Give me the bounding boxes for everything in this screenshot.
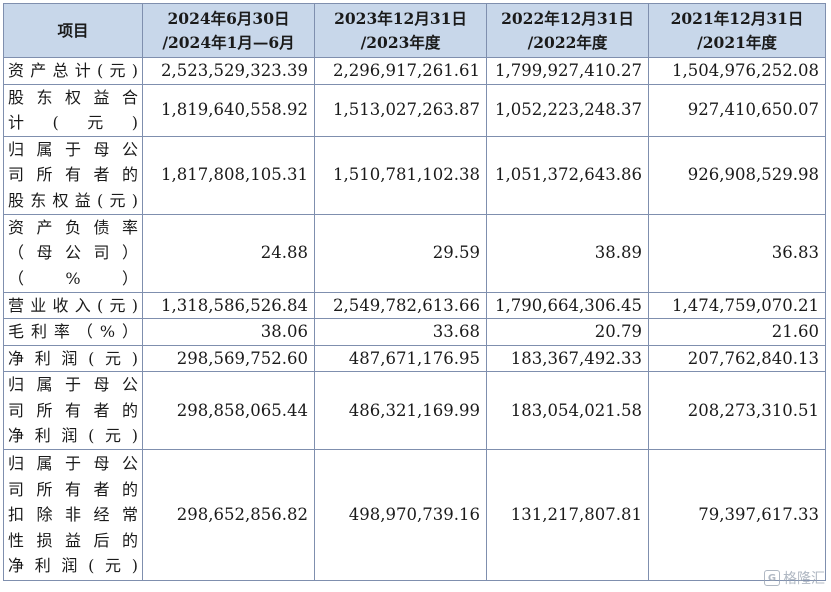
value-cell: 1,510,781,102.38 (314, 135, 487, 215)
header-column-line1: 2022年12月31日 (501, 8, 634, 28)
financial-data-table: 项目 2024年6月30日 /2024年1月—6月 2023年12月31日 /2… (3, 3, 826, 581)
value-cell: 2,296,917,261.61 (314, 57, 487, 85)
row-label-line: 司所有者的 (8, 400, 138, 420)
table-row: 归属于母公司所有者的股东权益(元) 1,817,808,105.31 1,510,7… (3, 135, 826, 215)
watermark: G 格隆汇 (764, 568, 825, 588)
value-cell: 79,397,617.33 (648, 449, 826, 581)
row-label-line: 净利润(元) (8, 426, 138, 446)
value-cell: 1,799,927,410.27 (486, 57, 649, 85)
row-label: 净利润(元) (3, 344, 143, 372)
value-cell: 2,549,782,613.66 (314, 291, 487, 319)
row-label-line: 司所有者的 (8, 479, 138, 499)
value-cell: 926,908,529.98 (648, 135, 826, 215)
value-cell: 208,273,310.51 (648, 371, 826, 450)
row-label: 归属于母公司所有者的净利润(元) (3, 371, 143, 450)
value-cell: 2,523,529,323.39 (142, 57, 315, 85)
row-label-line: 归属于母公 (8, 375, 138, 395)
value-cell: 29.59 (314, 213, 487, 293)
value-cell: 298,652,856.82 (142, 449, 315, 581)
value-cell: 1,790,664,306.45 (486, 291, 649, 319)
row-label-line: 资产总计(元) (8, 61, 138, 80)
row-label-line: 净利润(元) (8, 556, 138, 576)
table-row: 资产总计(元) 2,523,529,323.39 2,296,917,261.61 1… (3, 57, 826, 85)
row-label-line: 营业收入(元) (8, 295, 138, 315)
row-label: 股东权益合计(元) (3, 83, 143, 137)
value-cell: 207,762,840.13 (648, 344, 826, 372)
value-cell: 1,819,640,558.92 (142, 83, 315, 137)
row-label-line: 毛利率（%） (8, 322, 138, 341)
value-cell: 1,817,808,105.31 (142, 135, 315, 215)
row-label-line: 司所有者的 (8, 165, 138, 185)
value-cell: 1,474,759,070.21 (648, 291, 826, 319)
row-label-line: 股东权益(元) (8, 190, 138, 210)
row-label: 资产负债率 （母公司） （%） (3, 213, 143, 293)
row-label-line: 股东权益合 (8, 87, 138, 107)
value-cell: 1,504,976,252.08 (648, 57, 826, 85)
header-column-line2: /2023年度 (360, 32, 441, 52)
value-cell: 1,052,223,248.37 (486, 83, 649, 137)
row-label-line: 资产负债率 (8, 217, 138, 237)
header-column-line2: /2021年度 (697, 32, 777, 52)
table-header-row: 项目 2024年6月30日 /2024年1月—6月 2023年12月31日 /2… (3, 3, 826, 58)
table-row: 毛利率（%） 38.06 33.68 20.79 21.60 (3, 318, 826, 346)
row-label-line: 归属于母公 (8, 139, 138, 159)
value-cell: 298,569,752.60 (142, 344, 315, 372)
header-column-line2: /2024年1月—6月 (162, 32, 295, 52)
row-label-line: （%） (8, 268, 138, 288)
header-item: 项目 (3, 3, 143, 58)
watermark-text: 格隆汇 (783, 571, 825, 587)
value-cell: 1,051,372,643.86 (486, 135, 649, 215)
header-column-2024h1: 2024年6月30日 /2024年1月—6月 (142, 3, 315, 58)
value-cell: 33.68 (314, 318, 487, 346)
row-label-line: （母公司） (8, 243, 138, 263)
header-column-2021: 2021年12月31日 /2021年度 (648, 3, 826, 58)
table-row: 归属于母公司所有者的净利润(元) 298,858,065.44 486,321,16… (3, 371, 826, 450)
value-cell: 486,321,169.99 (314, 371, 487, 450)
header-column-line1: 2023年12月31日 (334, 8, 467, 28)
value-cell: 1,318,586,526.84 (142, 291, 315, 319)
row-label-line: 归属于母公 (8, 454, 138, 474)
table-row: 资产负债率 （母公司） （%） 24.88 29.59 38.89 36.83 (3, 213, 826, 293)
header-column-line2: /2022年度 (527, 32, 608, 52)
value-cell: 1,513,027,263.87 (314, 83, 487, 137)
value-cell: 487,671,176.95 (314, 344, 487, 372)
row-label: 毛利率（%） (3, 318, 143, 346)
table-row: 股东权益合计(元) 1,819,640,558.92 1,513,027,263.8… (3, 83, 826, 137)
value-cell: 183,367,492.33 (486, 344, 649, 372)
value-cell: 20.79 (486, 318, 649, 346)
row-label-line: 净利润(元) (8, 348, 138, 368)
row-label-line: 性损益后的 (8, 530, 138, 550)
value-cell: 131,217,807.81 (486, 449, 649, 581)
header-column-2023: 2023年12月31日 /2023年度 (314, 3, 487, 58)
gelonghui-logo-icon: G (764, 570, 780, 586)
financial-table-container: 项目 2024年6月30日 /2024年1月—6月 2023年12月31日 /2… (3, 3, 826, 581)
row-label: 归属于母公司所有者的股东权益(元) (3, 135, 143, 215)
value-cell: 21.60 (648, 318, 826, 346)
row-label: 资产总计(元) (3, 57, 143, 85)
row-label: 归属于母公司所有者的扣除非经常性损益后的净利润(元) (3, 449, 143, 581)
value-cell: 927,410,650.07 (648, 83, 826, 137)
value-cell: 298,858,065.44 (142, 371, 315, 450)
value-cell: 38.89 (486, 213, 649, 293)
table-body: 资产总计(元) 2,523,529,323.39 2,296,917,261.61 1… (3, 57, 826, 581)
table-row: 营业收入(元) 1,318,586,526.84 2,549,782,613.66 1… (3, 291, 826, 319)
row-label-line: 计(元) (8, 113, 138, 132)
table-row: 归属于母公司所有者的扣除非经常性损益后的净利润(元) 298,652,856.82… (3, 449, 826, 581)
header-column-line1: 2024年6月30日 (167, 8, 290, 28)
value-cell: 36.83 (648, 213, 826, 293)
row-label: 营业收入(元) (3, 291, 143, 319)
table-row: 净利润(元) 298,569,752.60 487,671,176.95 183,36… (3, 344, 826, 372)
header-column-2022: 2022年12月31日 /2022年度 (486, 3, 649, 58)
header-column-line1: 2021年12月31日 (670, 8, 804, 28)
value-cell: 498,970,739.16 (314, 449, 487, 581)
value-cell: 183,054,021.58 (486, 371, 649, 450)
value-cell: 24.88 (142, 213, 315, 293)
value-cell: 38.06 (142, 318, 315, 346)
row-label-line: 扣除非经常 (8, 505, 138, 525)
